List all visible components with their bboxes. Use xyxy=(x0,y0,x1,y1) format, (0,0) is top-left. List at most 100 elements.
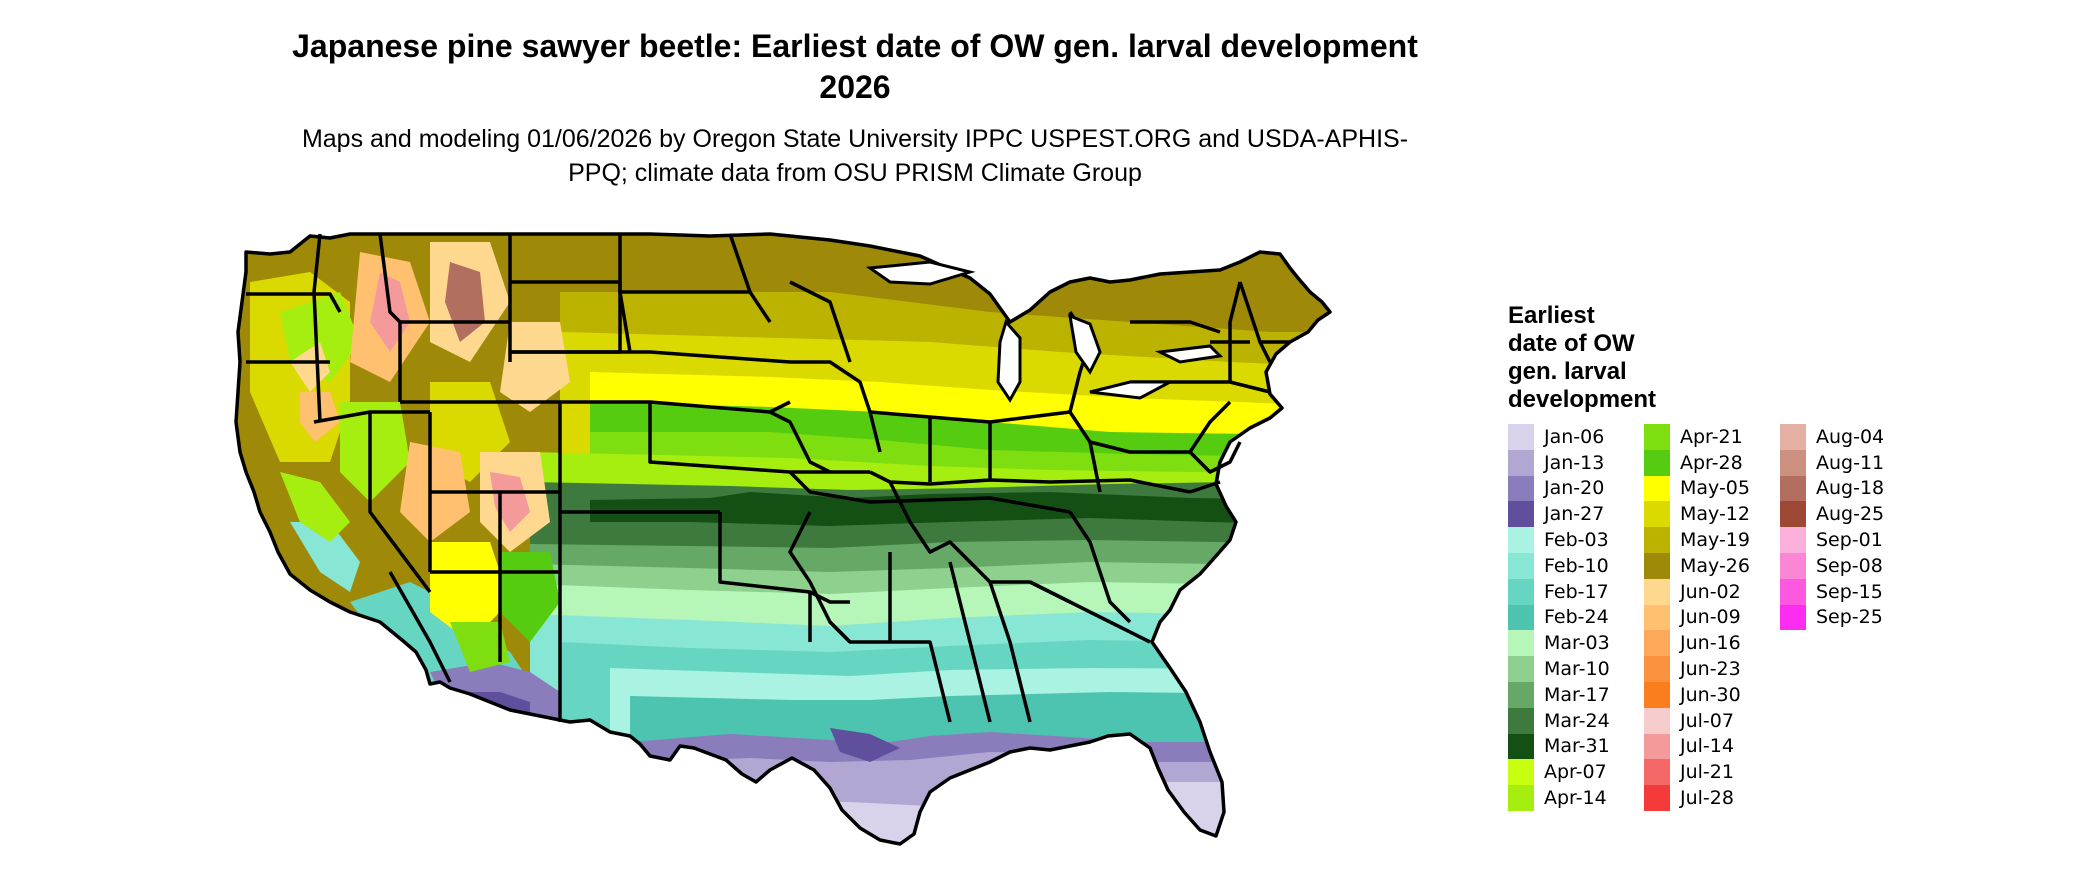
legend-label: Jan-20 xyxy=(1544,477,1605,500)
legend-swatch xyxy=(1644,527,1670,553)
legend-label: Mar-10 xyxy=(1544,658,1610,681)
legend-item: Apr-28 xyxy=(1644,449,1770,476)
legend-label: Jul-21 xyxy=(1680,761,1734,784)
legend-label: Jan-13 xyxy=(1544,451,1605,474)
legend-item: Jun-16 xyxy=(1644,630,1770,657)
us-map xyxy=(230,222,1470,890)
legend-swatch xyxy=(1508,630,1534,657)
legend-label: Jun-02 xyxy=(1680,580,1741,603)
legend-item: Aug-25 xyxy=(1780,501,1906,528)
legend-swatch xyxy=(1644,424,1670,450)
legend-swatch xyxy=(1780,604,1806,631)
legend-item: Sep-25 xyxy=(1780,604,1906,631)
legend-item: Jul-07 xyxy=(1644,707,1770,734)
legend-label: Feb-24 xyxy=(1544,606,1609,629)
legend-item: Apr-21 xyxy=(1644,424,1770,450)
state-borders xyxy=(234,232,1332,846)
legend-swatch xyxy=(1508,707,1534,734)
legend-label: Jun-16 xyxy=(1680,632,1741,655)
legend-column: Apr-21 Apr-28 May-05 May-12 May-19 May-26 Jun-… xyxy=(1644,424,1770,811)
legend-item: Apr-14 xyxy=(1508,785,1634,811)
legend-swatch xyxy=(1508,759,1534,786)
legend-item: Aug-11 xyxy=(1780,449,1906,476)
legend-swatch xyxy=(1780,475,1806,502)
legend-label: Mar-03 xyxy=(1544,632,1610,655)
legend-column: Aug-04 Aug-11 Aug-18 Aug-25 Sep-01 Sep-08 Sep-… xyxy=(1780,424,1906,811)
legend-swatch xyxy=(1508,424,1534,450)
us-map-svg xyxy=(234,232,1332,846)
page-subtitle: Maps and modeling 01/06/2026 by Oregon S… xyxy=(301,125,1409,187)
legend-label: Jun-30 xyxy=(1680,683,1741,706)
legend-swatch xyxy=(1644,578,1670,605)
legend-item: Jun-30 xyxy=(1644,681,1770,708)
legend-label: Feb-17 xyxy=(1544,580,1609,603)
legend-item: Sep-08 xyxy=(1780,552,1906,579)
legend-item: Jul-28 xyxy=(1644,785,1770,811)
legend-label: May-26 xyxy=(1680,554,1750,577)
legend-swatch xyxy=(1644,707,1670,734)
legend-item: Aug-18 xyxy=(1780,475,1906,502)
legend-swatch xyxy=(1508,475,1534,502)
legend-item: Feb-17 xyxy=(1508,578,1634,605)
legend-swatch xyxy=(1508,656,1534,682)
legend-item: Mar-10 xyxy=(1508,656,1634,682)
legend-swatch xyxy=(1644,630,1670,657)
legend-swatch xyxy=(1508,578,1534,605)
legend-swatch xyxy=(1508,527,1534,553)
legend-swatch xyxy=(1508,604,1534,631)
legend-label: Apr-07 xyxy=(1544,761,1607,784)
legend-label: Aug-18 xyxy=(1816,477,1885,500)
legend-label: Mar-31 xyxy=(1544,735,1610,758)
legend-item: Feb-10 xyxy=(1508,552,1634,579)
legend-label: Sep-01 xyxy=(1816,529,1883,552)
legend-columns: Jan-06 Jan-13 Jan-20 Jan-27 Feb-03 Feb-10 Feb-… xyxy=(1508,424,1916,811)
legend-swatch xyxy=(1508,552,1534,579)
legend-item: Jun-23 xyxy=(1644,656,1770,682)
legend-item: Mar-31 xyxy=(1508,733,1634,760)
legend-swatch xyxy=(1780,578,1806,605)
legend-swatch xyxy=(1508,449,1534,476)
legend-item: Feb-03 xyxy=(1508,527,1634,553)
legend-swatch xyxy=(1508,501,1534,528)
legend-label: Jun-09 xyxy=(1680,606,1741,629)
legend-item: Jul-14 xyxy=(1644,733,1770,760)
legend-label: Jan-06 xyxy=(1544,425,1605,448)
legend-swatch xyxy=(1508,733,1534,760)
legend-swatch xyxy=(1644,449,1670,476)
legend-label: Jun-23 xyxy=(1680,658,1741,681)
legend-label: Aug-11 xyxy=(1816,451,1885,474)
legend-swatch xyxy=(1644,501,1670,528)
legend-label: May-19 xyxy=(1680,529,1750,552)
title-block: Japanese pine sawyer beetle: Earliest da… xyxy=(280,26,1430,190)
legend-swatch xyxy=(1780,527,1806,553)
legend-swatch xyxy=(1780,424,1806,450)
legend-item: Jan-06 xyxy=(1508,424,1634,450)
legend-swatch xyxy=(1644,475,1670,502)
legend-label: Apr-28 xyxy=(1680,451,1743,474)
legend-label: Jan-27 xyxy=(1544,503,1605,526)
legend-label: Feb-10 xyxy=(1544,554,1609,577)
legend-swatch xyxy=(1644,733,1670,760)
legend-swatch xyxy=(1644,656,1670,682)
legend-item: Feb-24 xyxy=(1508,604,1634,631)
legend-label: Sep-25 xyxy=(1816,606,1883,629)
page-title: Japanese pine sawyer beetle: Earliest da… xyxy=(292,28,1418,105)
legend-label: Sep-08 xyxy=(1816,554,1883,577)
legend-swatch xyxy=(1644,785,1670,811)
legend-item: Jun-09 xyxy=(1644,604,1770,631)
legend-label: Jul-14 xyxy=(1680,735,1734,758)
legend-label: Jul-07 xyxy=(1680,709,1734,732)
legend-item: Mar-17 xyxy=(1508,681,1634,708)
legend-item: Jun-02 xyxy=(1644,578,1770,605)
legend-label: Mar-24 xyxy=(1544,709,1610,732)
legend-label: Mar-17 xyxy=(1544,683,1610,706)
legend-swatch xyxy=(1780,501,1806,528)
legend-item: Jul-21 xyxy=(1644,759,1770,786)
legend-swatch xyxy=(1508,681,1534,708)
legend-swatch xyxy=(1644,604,1670,631)
legend-item: Aug-04 xyxy=(1780,424,1906,450)
legend-item: May-26 xyxy=(1644,552,1770,579)
legend-item: Sep-15 xyxy=(1780,578,1906,605)
legend-item: Jan-20 xyxy=(1508,475,1634,502)
legend-item: Jan-27 xyxy=(1508,501,1634,528)
